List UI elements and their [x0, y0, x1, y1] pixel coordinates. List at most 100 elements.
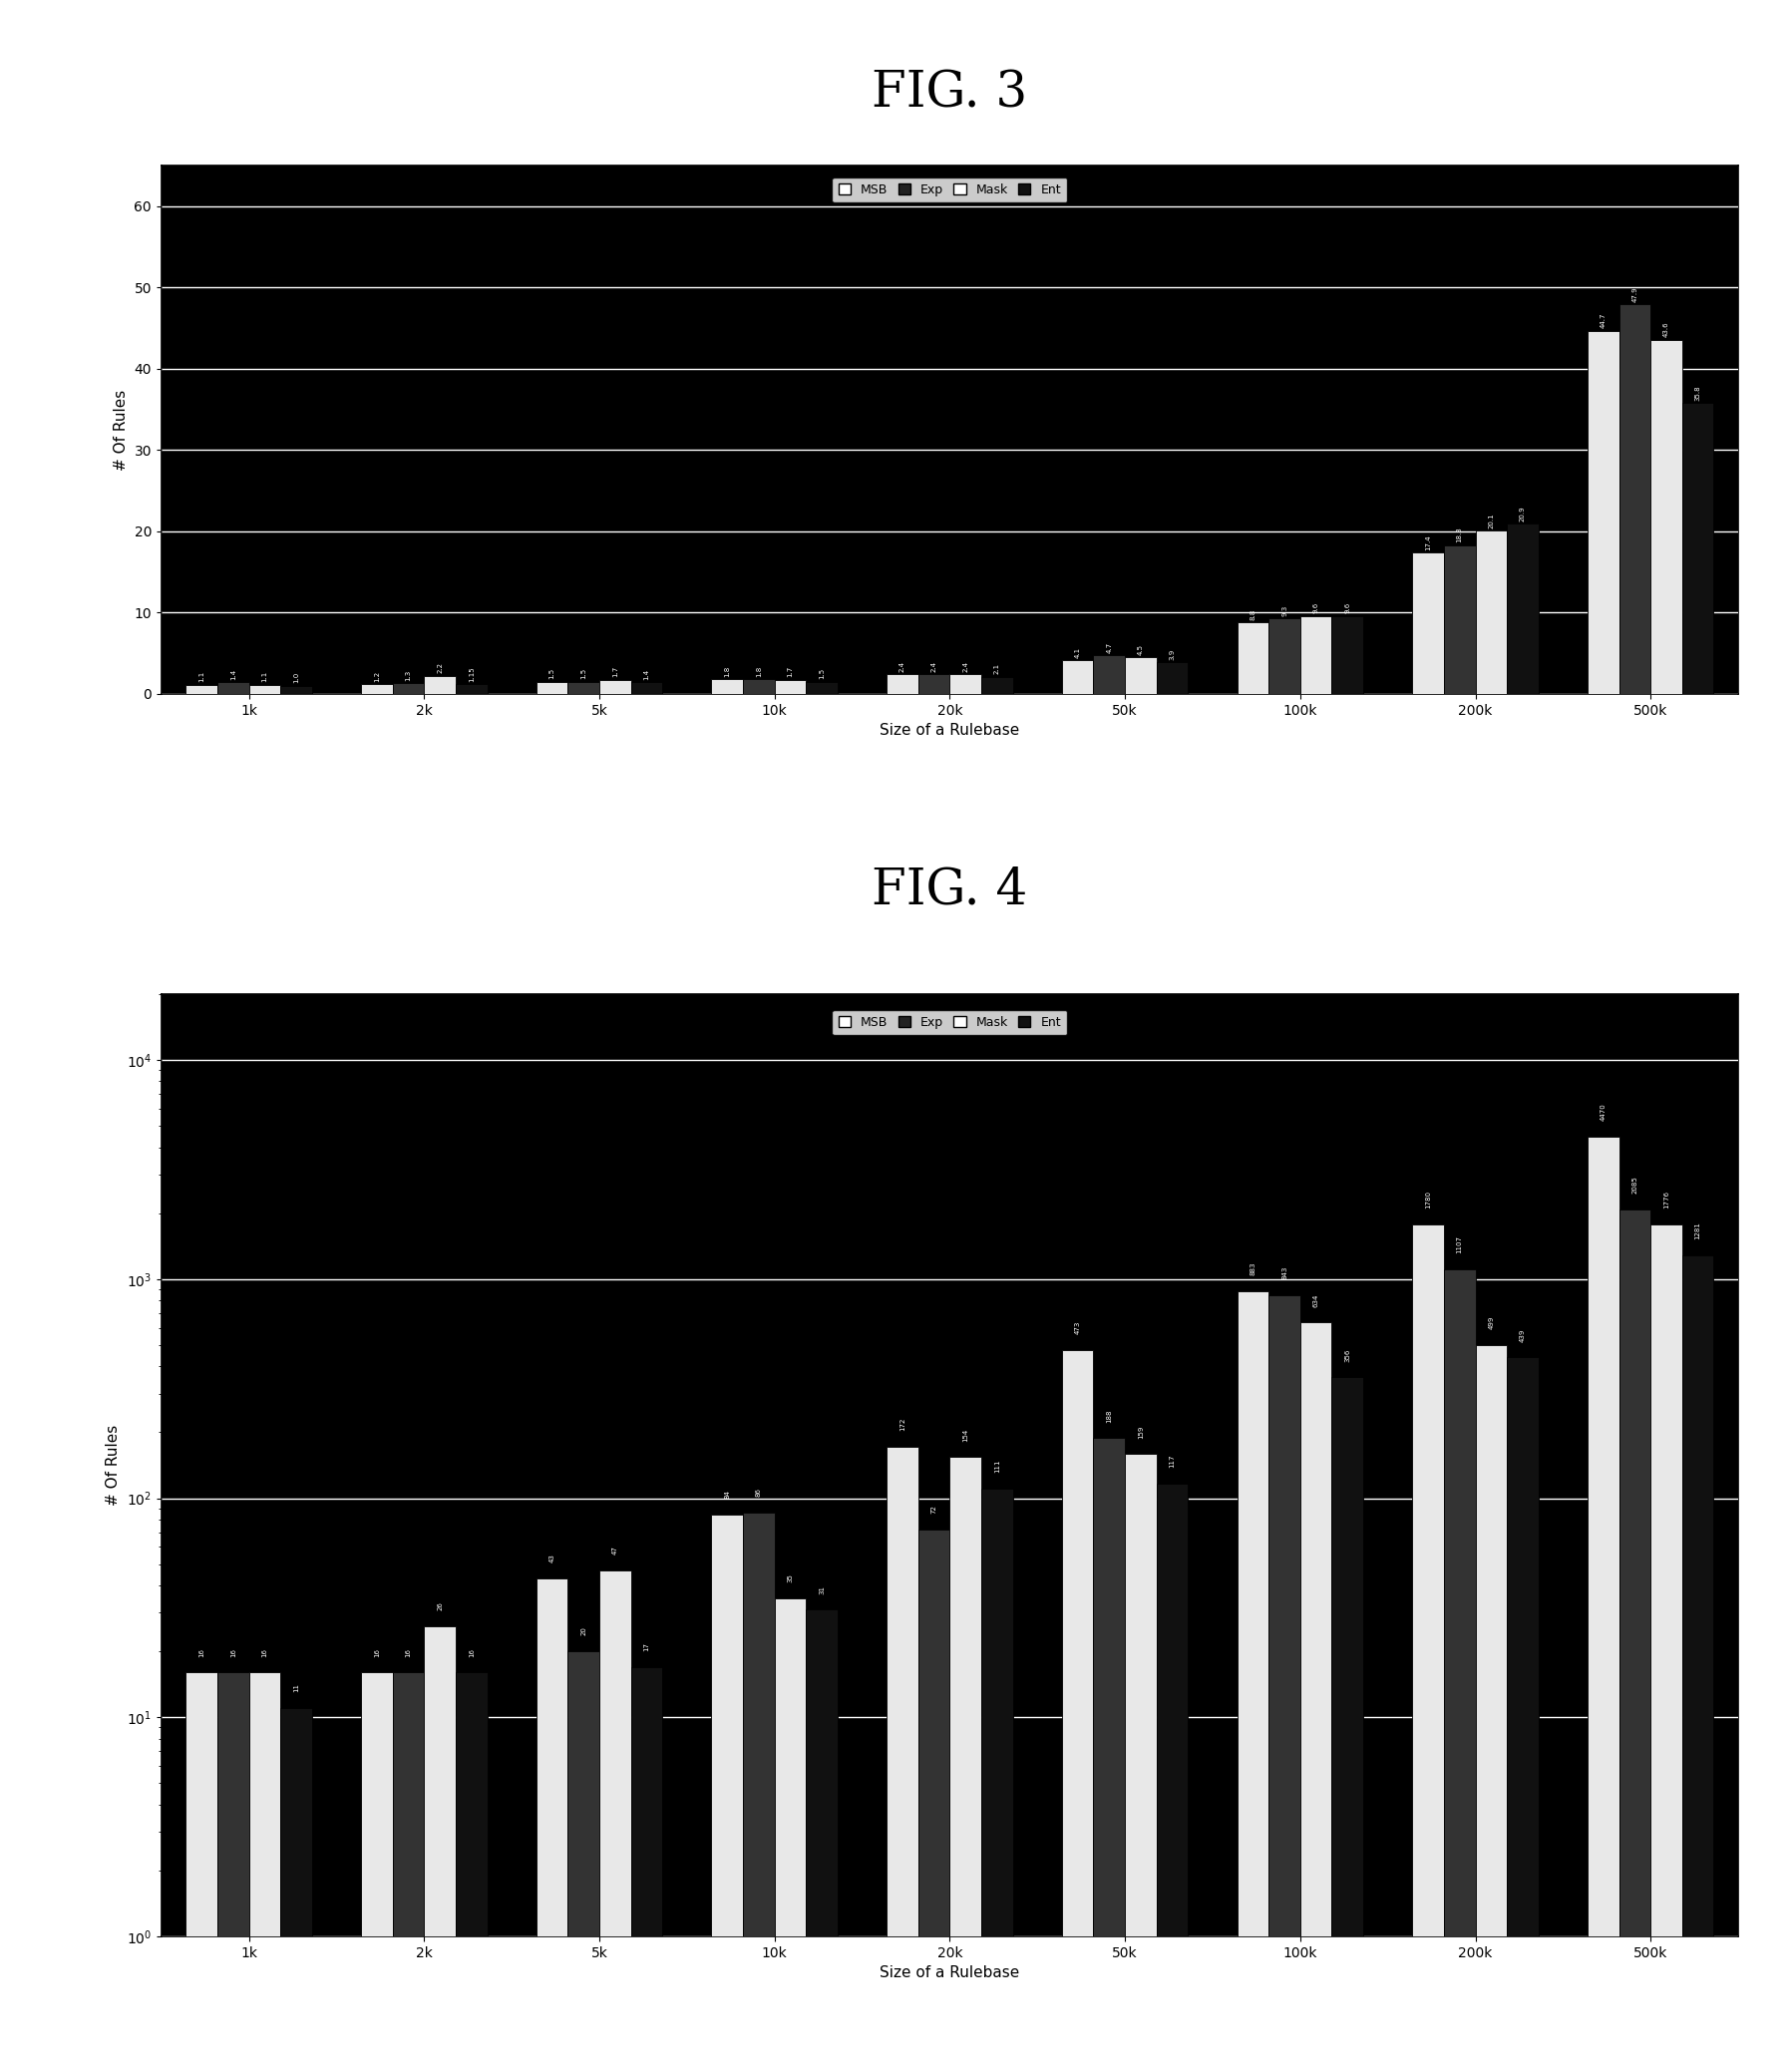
Bar: [217, 683, 249, 694]
Text: 2.4: 2.4: [900, 661, 905, 671]
Bar: [774, 1599, 806, 2071]
Text: 473: 473: [1075, 1321, 1081, 1334]
Bar: [568, 1651, 599, 2071]
Bar: [1269, 619, 1301, 694]
Bar: [1507, 1357, 1539, 2071]
Text: FIG. 4: FIG. 4: [873, 866, 1027, 915]
Bar: [774, 679, 806, 694]
Text: 1281: 1281: [1695, 1222, 1701, 1241]
Bar: [280, 686, 312, 694]
Bar: [360, 1673, 392, 2071]
Bar: [1236, 621, 1269, 694]
Bar: [1588, 331, 1620, 694]
Bar: [887, 1448, 918, 2071]
Bar: [1093, 657, 1125, 694]
Text: 356: 356: [1344, 1348, 1351, 1361]
Text: 4.7: 4.7: [1106, 642, 1113, 652]
Bar: [360, 683, 392, 694]
X-axis label: Size of a Rulebase: Size of a Rulebase: [880, 1965, 1020, 1980]
Bar: [950, 675, 982, 694]
Bar: [1683, 1255, 1713, 2071]
Bar: [1269, 1294, 1301, 2071]
Text: 1.4: 1.4: [643, 669, 650, 679]
Text: 2085: 2085: [1633, 1176, 1638, 1193]
Bar: [1444, 1270, 1475, 2071]
Text: 499: 499: [1487, 1317, 1495, 1330]
Text: 4.1: 4.1: [1075, 646, 1081, 659]
Y-axis label: # Of Rules: # Of Rules: [106, 1425, 120, 1506]
Text: 1.7: 1.7: [787, 667, 794, 677]
Bar: [744, 679, 774, 694]
Bar: [1331, 615, 1364, 694]
Bar: [1331, 1377, 1364, 2071]
Text: 66.5: 66.5: [1593, 170, 1613, 178]
Text: 2.4: 2.4: [932, 661, 937, 671]
Bar: [631, 1667, 663, 2071]
Bar: [806, 681, 837, 694]
Text: 47: 47: [613, 1545, 618, 1555]
Text: 43.6: 43.6: [1663, 321, 1670, 338]
Legend: MSB, Exp, Mask, Ent: MSB, Exp, Mask, Ent: [831, 1011, 1068, 1036]
Text: 16: 16: [405, 1649, 412, 1657]
Bar: [186, 686, 217, 694]
Text: 72: 72: [932, 1506, 937, 1514]
Text: 159: 159: [1138, 1425, 1143, 1439]
Bar: [1650, 340, 1683, 694]
Text: 9.6: 9.6: [1314, 603, 1319, 613]
Text: 188: 188: [1106, 1408, 1113, 1423]
Text: 1.5: 1.5: [581, 669, 586, 679]
Bar: [280, 1709, 312, 2071]
Text: 86: 86: [756, 1487, 762, 1497]
Text: 111: 111: [995, 1460, 1000, 1472]
Bar: [631, 683, 663, 694]
Text: 1.4: 1.4: [229, 669, 237, 679]
Text: 1.5: 1.5: [548, 669, 556, 679]
Text: 84: 84: [724, 1491, 729, 1499]
Bar: [536, 681, 568, 694]
Text: 44.7: 44.7: [1600, 313, 1606, 327]
Bar: [455, 1673, 487, 2071]
Text: 1.8: 1.8: [756, 665, 762, 677]
Text: 4470: 4470: [1600, 1104, 1606, 1120]
X-axis label: Size of a Rulebase: Size of a Rulebase: [880, 723, 1020, 737]
Text: 439: 439: [1520, 1328, 1525, 1342]
Bar: [1412, 553, 1444, 694]
Bar: [249, 1673, 280, 2071]
Bar: [982, 677, 1012, 694]
Text: 1.5: 1.5: [819, 669, 824, 679]
Text: 16: 16: [468, 1649, 475, 1657]
Bar: [599, 679, 631, 694]
Text: 172: 172: [900, 1417, 905, 1431]
Bar: [1444, 545, 1475, 694]
Bar: [711, 1514, 744, 2071]
Bar: [1156, 1483, 1188, 2071]
Text: 18.3: 18.3: [1457, 526, 1462, 543]
Bar: [1301, 615, 1331, 694]
Text: 20.9: 20.9: [1520, 505, 1525, 522]
Bar: [425, 675, 455, 694]
Text: 9.3: 9.3: [1281, 605, 1287, 615]
Text: 20.1: 20.1: [1487, 512, 1495, 528]
Bar: [392, 683, 425, 694]
Text: 16: 16: [375, 1649, 380, 1657]
Text: 2.2: 2.2: [437, 663, 443, 673]
Text: 2.4: 2.4: [962, 661, 968, 671]
Bar: [568, 681, 599, 694]
Bar: [249, 686, 280, 694]
Bar: [1507, 524, 1539, 694]
Y-axis label: # Of Rules: # Of Rules: [113, 389, 129, 470]
Bar: [1475, 530, 1507, 694]
Text: 843: 843: [1281, 1265, 1287, 1280]
Text: 8.8: 8.8: [1249, 609, 1256, 619]
Text: 17: 17: [643, 1642, 650, 1651]
Text: 3.9: 3.9: [1170, 648, 1176, 661]
Bar: [599, 1570, 631, 2071]
Text: 4.5: 4.5: [1138, 644, 1143, 654]
Bar: [392, 1673, 425, 2071]
Text: 1.0: 1.0: [294, 671, 299, 683]
Bar: [1620, 1209, 1650, 2071]
Bar: [1301, 1323, 1331, 2071]
Bar: [1156, 663, 1188, 694]
Text: 31: 31: [819, 1584, 824, 1595]
Bar: [806, 1609, 837, 2071]
